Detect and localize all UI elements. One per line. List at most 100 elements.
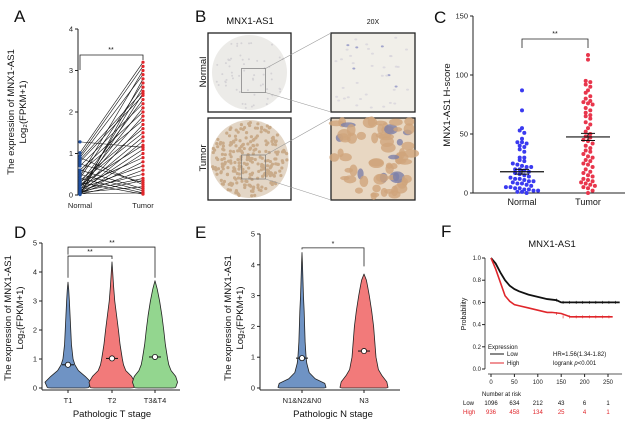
- stain-dot: [240, 42, 243, 45]
- tumor-point: [588, 182, 593, 187]
- stain-dot: [269, 164, 273, 168]
- stain-dot: [224, 84, 227, 87]
- tumor-point: [590, 188, 595, 193]
- stain-dot: [266, 88, 269, 91]
- stain-dot: [216, 63, 219, 66]
- stain-dot: [263, 60, 266, 63]
- f-y-tick-label: 0.6: [473, 300, 482, 306]
- stain-dot: [223, 153, 227, 157]
- panel-b: B MNX1-AS1 20X Normal Tumor: [195, 7, 420, 201]
- risk-count: 936: [486, 410, 497, 416]
- stain-dot: [241, 142, 245, 146]
- cell: [349, 164, 358, 177]
- cell: [404, 48, 408, 51]
- stain-dot: [222, 179, 227, 184]
- pair-line: [79, 128, 144, 181]
- stain-dot: [266, 97, 269, 100]
- panel-a: A The expression of MNX1-AS1 Log₂(FPKM+1…: [6, 7, 154, 210]
- cell: [382, 66, 386, 69]
- stain-dot: [239, 176, 243, 181]
- e-y-tick-label: 3: [251, 291, 255, 300]
- tumor-point: [581, 152, 586, 157]
- tumor-point: [588, 116, 593, 121]
- stain-dot: [265, 164, 270, 168]
- stain-dot: [249, 189, 254, 193]
- stain-dot: [250, 177, 254, 182]
- stain-dot: [211, 146, 215, 151]
- tumor-point: [588, 149, 593, 154]
- tumor-point: [590, 155, 595, 160]
- stain-dot: [231, 77, 234, 80]
- normal-zoom-frame: [330, 32, 416, 113]
- stain-dot: [221, 141, 225, 145]
- stain-dot: [229, 181, 233, 185]
- y-axis-title-d-1: The expression of MNX1-AS1: [3, 255, 14, 381]
- d-y-tick-label: 0: [33, 384, 37, 393]
- stain-dot: [211, 165, 215, 169]
- normal-point: [510, 161, 515, 166]
- stain-dot: [270, 72, 273, 75]
- d-x-tick-label: T2: [108, 396, 117, 405]
- normal-point: [78, 192, 82, 197]
- tumor-point: [586, 186, 590, 191]
- stain-dot: [242, 126, 247, 130]
- stain-dot: [222, 148, 226, 152]
- stain-dot: [236, 42, 239, 45]
- logrank-text: logrank p<0.001: [553, 361, 597, 367]
- median-point: [298, 355, 305, 362]
- y-axis-title-c: MNX1-AS1 H-score: [442, 63, 453, 146]
- pair-line: [79, 120, 144, 173]
- tumor-point: [588, 94, 593, 99]
- tumor-point: [141, 60, 145, 64]
- tumor-point: [141, 143, 145, 147]
- stain-dot: [220, 157, 224, 162]
- stain-dot: [237, 193, 241, 197]
- y-axis-title-e-1: The expression of MNX1-AS1: [223, 255, 234, 381]
- stain-dot: [258, 155, 262, 159]
- cell: [380, 74, 384, 77]
- stain-dot: [239, 165, 243, 169]
- stain-dot: [246, 153, 250, 157]
- ihc-title: MNX1-AS1: [226, 16, 274, 27]
- stain-dot: [241, 171, 245, 175]
- pair-line: [79, 153, 144, 195]
- tumor-point: [141, 114, 145, 118]
- stain-dot: [253, 93, 256, 96]
- panel-label-a: A: [14, 7, 26, 26]
- pair-line: [79, 163, 144, 183]
- normal-point: [526, 174, 531, 179]
- normal-point: [531, 188, 536, 193]
- stain-dot: [237, 149, 242, 153]
- stain-dot: [252, 137, 256, 142]
- normal-point: [520, 181, 524, 186]
- x-tick-label-c: Tumor: [575, 197, 601, 207]
- f-y-tick-label: 0.0: [473, 367, 482, 373]
- stain-dot: [280, 166, 284, 170]
- cell: [355, 104, 359, 107]
- tumor-point: [581, 176, 586, 181]
- stain-dot: [279, 90, 282, 93]
- f-y-tick-label: 0.8: [473, 278, 482, 284]
- stain-dot: [250, 160, 254, 164]
- c-y-tick-label: 100: [455, 71, 468, 80]
- zoom-connector: [265, 32, 332, 69]
- tumor-point: [141, 110, 145, 114]
- stain-dot: [246, 142, 250, 146]
- cell: [401, 141, 415, 151]
- x-axis-title-e: Pathologic N stage: [293, 409, 373, 420]
- d-x-tick-label: T1: [64, 396, 73, 405]
- tumor-point: [583, 181, 588, 186]
- normal-core-tissue-core: [212, 35, 287, 110]
- stain-dot: [232, 176, 237, 180]
- cell: [346, 96, 350, 99]
- tumor-point: [586, 57, 590, 62]
- stain-dot: [214, 156, 219, 160]
- cell: [365, 43, 369, 46]
- pair-line: [79, 62, 144, 153]
- stain-dot: [270, 78, 273, 81]
- stain-dot: [285, 152, 289, 156]
- d-y-tick-label: 5: [33, 239, 37, 248]
- stain-dot: [238, 146, 242, 150]
- significance-e: *: [332, 241, 335, 248]
- significance-bracket-a: [79, 54, 144, 70]
